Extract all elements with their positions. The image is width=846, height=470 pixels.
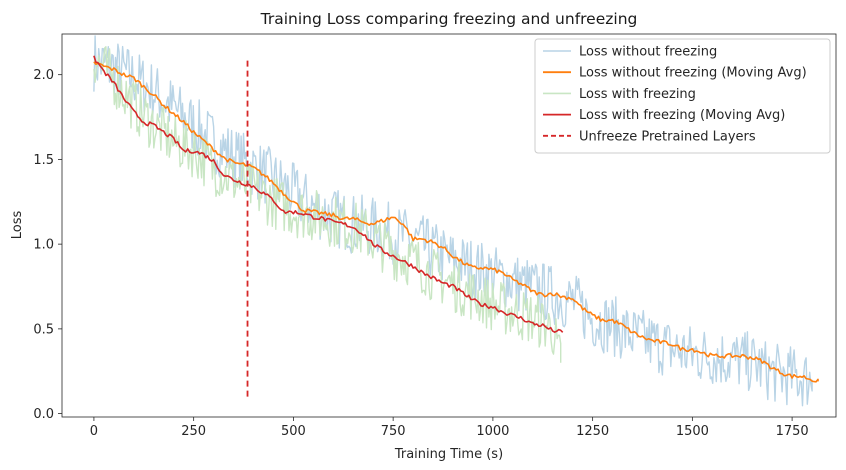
x-tick-label: 1000 [476,424,509,439]
x-axis: 0 250 500 750 1000 1250 1500 1750 [90,417,809,439]
y-tick-label: 1.0 [33,238,54,253]
x-tick-label: 1750 [776,424,809,439]
series-line-1 [93,61,819,383]
legend-label: Unfreeze Pretrained Layers [579,129,756,144]
plot-area [93,35,819,407]
legend-label: Loss with freezing [579,87,696,102]
y-axis: 0.0 0.5 1.0 1.5 2.0 [33,68,62,422]
x-tick-label: 1250 [576,424,609,439]
series-line-3 [93,55,564,333]
x-axis-label: Training Time (s) [394,447,503,462]
x-tick-label: 0 [90,424,98,439]
y-tick-label: 2.0 [33,68,54,83]
legend-label: Loss with freezing (Moving Avg) [579,108,785,123]
chart-title: Training Loss comparing freezing and unf… [260,10,638,28]
y-tick-label: 0.0 [33,407,54,422]
x-tick-label: 250 [181,424,206,439]
x-tick-label: 500 [281,424,306,439]
legend-label: Loss without freezing (Moving Avg) [579,66,807,81]
legend-label: Loss without freezing [579,45,717,60]
y-tick-label: 0.5 [33,322,54,337]
x-tick-label: 1500 [676,424,709,439]
legend: Loss without freezing Loss without freezi… [534,38,831,154]
y-tick-label: 1.5 [33,153,54,168]
plot-frame [61,33,837,418]
x-tick-label: 750 [381,424,406,439]
series-line-2 [93,46,562,363]
legend-box [534,38,831,154]
y-axis-label: Loss [10,211,25,240]
